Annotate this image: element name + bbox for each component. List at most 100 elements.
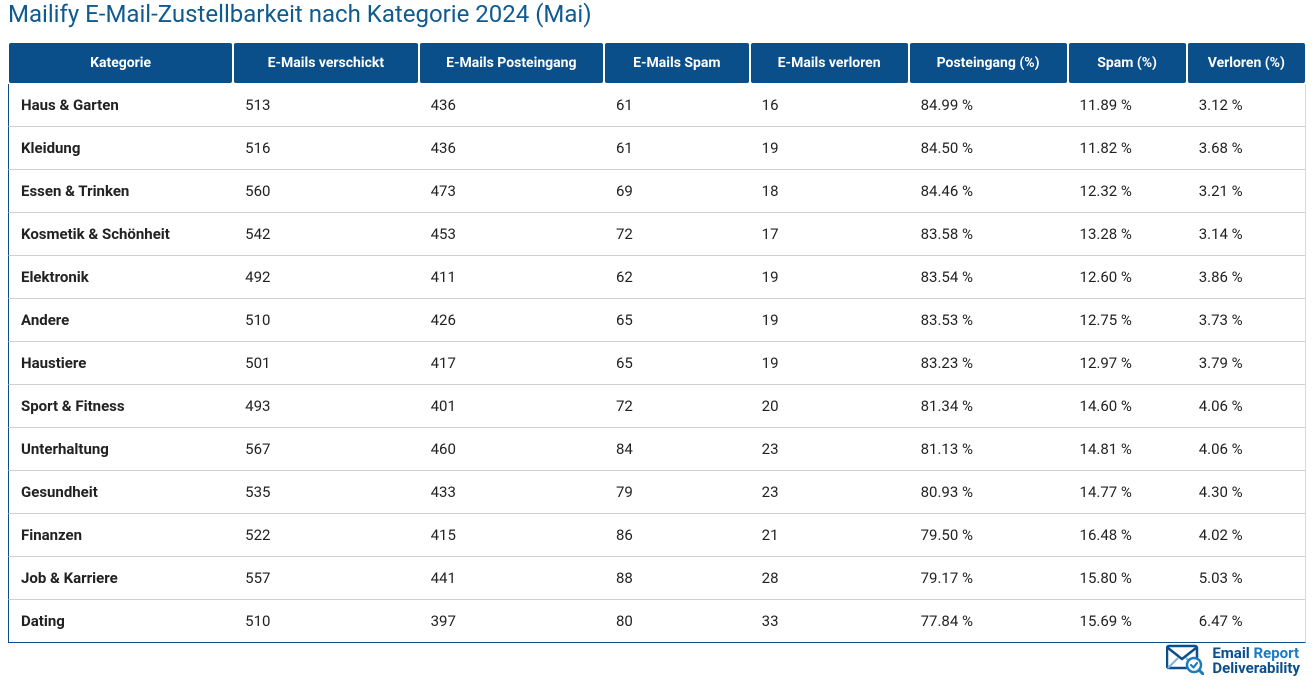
value-cell: 65 [604,342,750,385]
value-cell: 3.12 % [1187,84,1306,127]
value-cell: 12.60 % [1068,256,1187,299]
value-cell: 16.48 % [1068,514,1187,557]
category-cell: Essen & Trinken [8,170,233,213]
value-cell: 12.75 % [1068,299,1187,342]
value-cell: 19 [750,256,909,299]
value-cell: 65 [604,299,750,342]
brand-logo-text: Email Report Deliverability [1212,646,1300,676]
value-cell: 3.14 % [1187,213,1306,256]
value-cell: 560 [233,170,418,213]
value-cell: 83.58 % [909,213,1068,256]
value-cell: 3.86 % [1187,256,1306,299]
value-cell: 13.28 % [1068,213,1187,256]
table-row: Job & Karriere557441882879.17 %15.80 %5.… [8,557,1306,600]
value-cell: 11.82 % [1068,127,1187,170]
value-cell: 69 [604,170,750,213]
category-cell: Kleidung [8,127,233,170]
col-header[interactable]: E-Mails verschickt [233,42,418,84]
table-row: Elektronik492411621983.54 %12.60 %3.86 % [8,256,1306,299]
value-cell: 61 [604,127,750,170]
value-cell: 15.69 % [1068,600,1187,643]
table-row: Andere510426651983.53 %12.75 %3.73 % [8,299,1306,342]
value-cell: 14.77 % [1068,471,1187,514]
col-header[interactable]: Kategorie [8,42,233,84]
col-header[interactable]: E-Mails verloren [750,42,909,84]
category-cell: Sport & Fitness [8,385,233,428]
category-cell: Gesundheit [8,471,233,514]
value-cell: 80 [604,600,750,643]
value-cell: 415 [419,514,604,557]
value-cell: 19 [750,342,909,385]
value-cell: 3.79 % [1187,342,1306,385]
value-cell: 84.46 % [909,170,1068,213]
category-cell: Unterhaltung [8,428,233,471]
category-cell: Haustiere [8,342,233,385]
value-cell: 493 [233,385,418,428]
col-header[interactable]: Posteingang (%) [909,42,1068,84]
category-cell: Dating [8,600,233,643]
value-cell: 81.34 % [909,385,1068,428]
table-row: Haus & Garten513436611684.99 %11.89 %3.1… [8,84,1306,127]
value-cell: 77.84 % [909,600,1068,643]
value-cell: 79.50 % [909,514,1068,557]
value-cell: 61 [604,84,750,127]
value-cell: 5.03 % [1187,557,1306,600]
table-row: Finanzen522415862179.50 %16.48 %4.02 % [8,514,1306,557]
table-row: Gesundheit535433792380.93 %14.77 %4.30 % [8,471,1306,514]
value-cell: 79 [604,471,750,514]
category-cell: Haus & Garten [8,84,233,127]
value-cell: 28 [750,557,909,600]
value-cell: 433 [419,471,604,514]
value-cell: 542 [233,213,418,256]
category-cell: Finanzen [8,514,233,557]
value-cell: 19 [750,299,909,342]
value-cell: 401 [419,385,604,428]
col-header[interactable]: E-Mails Posteingang [419,42,604,84]
value-cell: 14.60 % [1068,385,1187,428]
table-header-row: Kategorie E-Mails verschickt E-Mails Pos… [8,42,1306,84]
table-row: Dating510397803377.84 %15.69 %6.47 % [8,600,1306,643]
value-cell: 72 [604,213,750,256]
value-cell: 79.17 % [909,557,1068,600]
value-cell: 3.21 % [1187,170,1306,213]
category-cell: Elektronik [8,256,233,299]
value-cell: 18 [750,170,909,213]
value-cell: 567 [233,428,418,471]
value-cell: 510 [233,299,418,342]
value-cell: 4.06 % [1187,428,1306,471]
value-cell: 460 [419,428,604,471]
value-cell: 12.32 % [1068,170,1187,213]
value-cell: 411 [419,256,604,299]
value-cell: 83.23 % [909,342,1068,385]
value-cell: 4.02 % [1187,514,1306,557]
col-header[interactable]: Verloren (%) [1187,42,1306,84]
value-cell: 513 [233,84,418,127]
col-header[interactable]: Spam (%) [1068,42,1187,84]
value-cell: 441 [419,557,604,600]
value-cell: 4.06 % [1187,385,1306,428]
value-cell: 80.93 % [909,471,1068,514]
value-cell: 3.73 % [1187,299,1306,342]
value-cell: 17 [750,213,909,256]
value-cell: 436 [419,127,604,170]
value-cell: 426 [419,299,604,342]
table-row: Sport & Fitness493401722081.34 %14.60 %4… [8,385,1306,428]
value-cell: 83.54 % [909,256,1068,299]
value-cell: 23 [750,428,909,471]
value-cell: 453 [419,213,604,256]
value-cell: 510 [233,600,418,643]
value-cell: 84.99 % [909,84,1068,127]
value-cell: 72 [604,385,750,428]
value-cell: 12.97 % [1068,342,1187,385]
col-header[interactable]: E-Mails Spam [604,42,750,84]
value-cell: 33 [750,600,909,643]
value-cell: 557 [233,557,418,600]
value-cell: 501 [233,342,418,385]
value-cell: 21 [750,514,909,557]
value-cell: 88 [604,557,750,600]
table-row: Kleidung516436611984.50 %11.82 %3.68 % [8,127,1306,170]
value-cell: 81.13 % [909,428,1068,471]
value-cell: 492 [233,256,418,299]
value-cell: 6.47 % [1187,600,1306,643]
value-cell: 84.50 % [909,127,1068,170]
